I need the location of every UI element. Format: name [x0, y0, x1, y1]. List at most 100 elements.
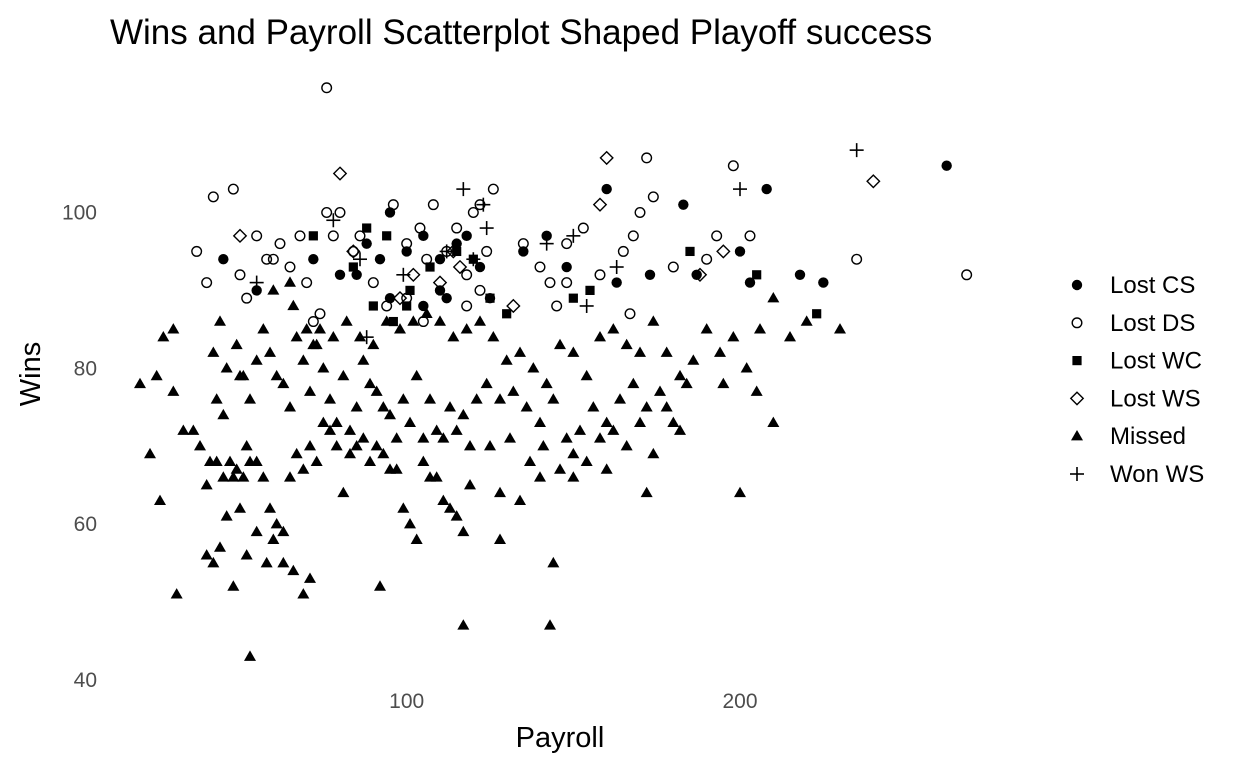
point-missed [527, 362, 540, 373]
point-missed [540, 377, 553, 389]
y-tick-label: 40 [74, 669, 97, 692]
point-missed [207, 346, 220, 357]
point-lost-ws [346, 244, 361, 259]
point-lost-wc [362, 223, 372, 233]
point-lost-ds [191, 245, 203, 257]
point-lost-ds [427, 199, 439, 211]
point-missed [154, 494, 166, 505]
legend-key-lost-cs [1071, 279, 1083, 291]
point-lost-ds [577, 222, 589, 234]
point-missed [270, 517, 283, 529]
point-lost-ds [744, 230, 756, 242]
point-missed [380, 315, 393, 326]
point-missed [647, 447, 660, 459]
point-missed [337, 369, 350, 381]
point-missed [484, 440, 496, 451]
point-lost-ds [561, 238, 573, 250]
point-lost-cs [461, 230, 472, 242]
y-axis-ticks: 40 60 80 100 [62, 201, 97, 692]
point-missed [357, 354, 370, 365]
point-missed [784, 330, 796, 342]
point-lost-wc [568, 293, 578, 303]
point-missed [600, 463, 613, 474]
point-missed [227, 580, 240, 591]
y-tick-label: 100 [62, 201, 97, 224]
point-missed [230, 338, 243, 350]
point-missed [660, 346, 673, 357]
point-lost-cs [441, 292, 452, 304]
point-lost-ws [452, 259, 468, 275]
point-missed [227, 471, 240, 482]
point-missed [390, 432, 403, 443]
point-missed [217, 408, 230, 420]
point-missed [434, 315, 446, 326]
point-missed [574, 424, 586, 435]
point-missed [587, 401, 600, 412]
point-missed [307, 338, 320, 350]
point-missed [504, 432, 516, 443]
point-missed [660, 401, 673, 412]
point-missed [267, 284, 280, 295]
point-missed [754, 323, 766, 334]
point-missed [364, 377, 376, 389]
x-axis-title: Payroll [516, 722, 605, 754]
point-missed [567, 346, 580, 357]
point-missed [640, 401, 653, 412]
point-missed [210, 393, 223, 404]
point-missed [277, 556, 290, 568]
point-missed [457, 408, 470, 420]
point-lost-wc [405, 285, 415, 295]
point-missed [210, 455, 223, 467]
point-missed [494, 486, 506, 498]
point-missed [330, 416, 343, 428]
point-missed [370, 440, 383, 451]
point-missed [397, 393, 410, 404]
point-lost-ds [544, 277, 556, 289]
point-missed [487, 330, 500, 342]
point-missed [207, 556, 220, 568]
point-missed [717, 377, 730, 389]
point-lost-wc [502, 309, 512, 319]
point-missed [667, 416, 680, 428]
point-lost-cs [218, 254, 229, 265]
point-missed [640, 486, 653, 498]
point-won-ws [456, 182, 471, 197]
point-missed [554, 338, 566, 350]
point-missed [494, 533, 506, 544]
point-lost-ds [284, 261, 296, 273]
point-missed [240, 440, 253, 451]
point-won-ws [249, 275, 264, 290]
point-missed [460, 323, 473, 334]
point-lost-cs [351, 269, 362, 281]
point-lost-ds [201, 277, 213, 289]
point-missed [800, 315, 813, 326]
point-missed [304, 572, 316, 583]
point-lost-ds [701, 253, 713, 265]
point-won-ws [566, 228, 581, 243]
point-missed [264, 502, 276, 513]
point-lost-ds [551, 300, 563, 312]
point-lost-wc [348, 262, 358, 272]
point-missed [267, 533, 280, 544]
point-missed [310, 455, 323, 467]
point-missed [750, 385, 763, 396]
point-missed [447, 330, 460, 342]
point-lost-cs [761, 183, 772, 195]
point-missed [680, 377, 693, 389]
point-lost-ws [406, 267, 421, 282]
point-missed [270, 369, 283, 381]
point-missed [580, 369, 593, 381]
point-lost-cs [818, 277, 829, 288]
legend-item-missed: Missed [1071, 423, 1186, 450]
point-lost-ds [627, 230, 639, 242]
point-lost-ds [417, 316, 429, 328]
point-missed [524, 455, 536, 467]
legend-key-lost-ws [1069, 391, 1085, 406]
point-missed [374, 580, 386, 591]
point-missed [167, 385, 180, 396]
point-lost-ds [207, 191, 219, 203]
point-won-ws [479, 221, 494, 236]
point-missed [324, 393, 336, 404]
point-lost-ds [387, 199, 399, 211]
point-lost-ds [321, 206, 333, 218]
